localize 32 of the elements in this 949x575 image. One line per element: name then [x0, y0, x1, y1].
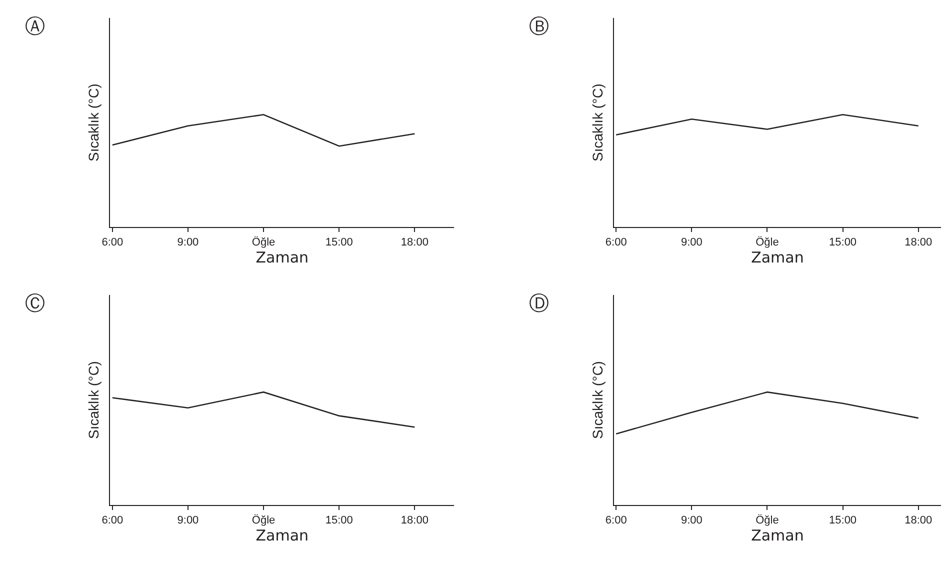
x-tick-label: Öğle	[252, 235, 276, 248]
x-tick-label: 9:00	[680, 236, 702, 248]
x-tick-label: 9:00	[177, 236, 199, 248]
y-axis-title: Sıcaklık (°C)	[589, 84, 606, 162]
x-axis-title: Zaman	[751, 248, 804, 266]
x-tick-label: 6:00	[605, 514, 627, 526]
x-tick-label: 18:00	[904, 236, 932, 248]
x-tick-label: 9:00	[680, 514, 702, 526]
x-tick-label: 15:00	[325, 236, 353, 248]
x-tick-label: 15:00	[829, 236, 857, 248]
x-tick-label: 15:00	[829, 514, 857, 526]
x-axis-title: Zaman	[751, 526, 804, 544]
y-axis-title: Sıcaklık (°C)	[86, 84, 102, 162]
x-tick-label: 6:00	[102, 236, 124, 248]
x-tick-label: 6:00	[102, 514, 124, 526]
y-axis-title: Sıcaklık (°C)	[589, 361, 606, 439]
x-tick-label: 18:00	[400, 236, 428, 248]
x-tick-label: Öğle	[252, 513, 276, 526]
chart-title: Ⓐ	[25, 14, 45, 38]
x-tick-label: Öğle	[756, 513, 779, 526]
chart-title: Ⓑ	[529, 14, 549, 38]
x-tick-label: 15:00	[325, 514, 353, 526]
chart-title: Ⓓ	[529, 291, 549, 315]
x-axis-title: Zaman	[256, 248, 309, 266]
x-tick-label: 9:00	[177, 514, 199, 526]
x-axis-title: Zaman	[256, 526, 309, 544]
y-axis-title: Sıcaklık (°C)	[86, 361, 102, 439]
x-tick-label: Öğle	[756, 235, 779, 248]
x-tick-label: 18:00	[400, 514, 428, 526]
chart-title: Ⓒ	[25, 291, 45, 315]
x-tick-label: 6:00	[605, 236, 627, 248]
x-tick-label: 18:00	[904, 514, 932, 526]
